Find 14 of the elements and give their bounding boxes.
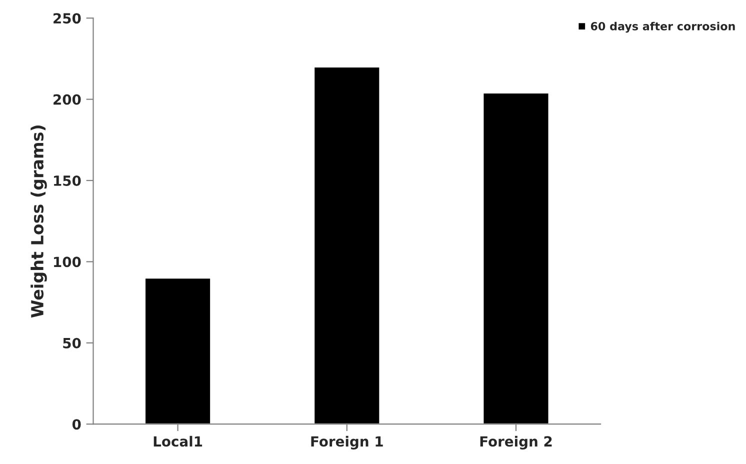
y-tick-label: 50 (63, 338, 81, 348)
y-tick-label: 0 (72, 419, 81, 430)
bar (144, 277, 212, 424)
x-tick-label: Local1 (154, 436, 202, 447)
legend-label: 60 days after corrosion (590, 22, 735, 33)
y-axis-title: Weight Loss (grams) (30, 126, 47, 318)
bar (482, 92, 550, 424)
y-tick-label: 250 (54, 13, 81, 24)
bar (313, 66, 381, 424)
y-tick-label: 150 (54, 175, 81, 186)
y-tick-label: 100 (54, 256, 81, 268)
x-tick-label: Foreign 1 (311, 436, 383, 450)
x-tick-label: Foreign 2 (480, 436, 552, 450)
y-tick-label: 200 (54, 94, 81, 105)
